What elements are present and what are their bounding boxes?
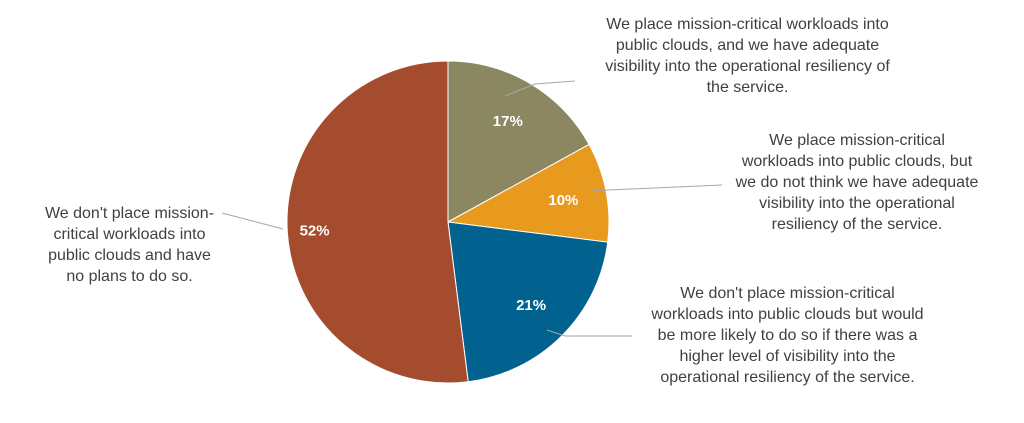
callout-slice-52: We don't place mission- critical workloa…	[22, 203, 237, 287]
callout-line: no plans to do so.	[66, 268, 193, 285]
leader-line-17	[504, 80, 576, 97]
callout-line: public clouds, and we have adequate	[615, 37, 880, 54]
slice-label-10: 10%	[548, 192, 578, 209]
pie-slice-17	[447, 60, 590, 223]
callout-line: higher level of visibility into the	[679, 348, 896, 365]
callout-line: public clouds and have	[48, 247, 211, 264]
callout-line: We place mission-critical	[769, 132, 945, 149]
leader-line-10	[589, 184, 723, 192]
callout-line: workloads into public clouds but would	[651, 306, 924, 323]
callout-line: resiliency of the service.	[771, 216, 943, 233]
callout-slice-10: We place mission-critical workloads into…	[712, 130, 1002, 235]
callout-line: visibility into the operational resilien…	[605, 58, 890, 75]
callout-line: We place mission-critical workloads into	[606, 16, 889, 33]
slice-label-52: 52%	[300, 222, 330, 239]
callout-line: operational resiliency of the service.	[660, 369, 915, 386]
callout-line: critical workloads into	[53, 226, 206, 243]
pie-slice-52	[286, 60, 469, 384]
callout-line: the service.	[706, 79, 789, 96]
leader-lines	[221, 80, 723, 337]
slice-label-21: 21%	[516, 297, 546, 314]
callout-line: we do not think we have adequate	[735, 174, 979, 191]
pie-slice-10	[446, 143, 610, 243]
pie-slice-21	[447, 221, 609, 383]
callout-slice-21: We don't place mission-critical workload…	[625, 283, 950, 388]
slice-label-17: 17%	[493, 113, 523, 130]
leader-line-21	[546, 329, 632, 337]
callout-line: We don't place mission-critical	[680, 285, 895, 302]
pie-slice-labels: 17% 10% 21% 52%	[300, 113, 579, 314]
callout-line: We don't place mission-	[44, 205, 215, 222]
pie-slices	[286, 60, 610, 384]
callout-line: workloads into public clouds, but	[741, 153, 973, 170]
callout-slice-17: We place mission-critical workloads into…	[565, 14, 930, 98]
callout-line: be more likely to do so if there was a	[657, 327, 918, 344]
callout-line: visibility into the operational	[759, 195, 955, 212]
leader-line-52	[221, 212, 284, 230]
